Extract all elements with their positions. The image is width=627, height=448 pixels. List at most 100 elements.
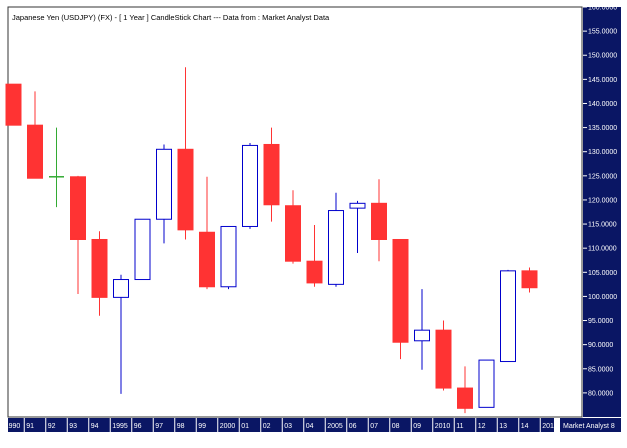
candle-08 xyxy=(392,238,409,360)
y-tick-label: 115.0000 xyxy=(588,222,617,229)
chart-title: Japanese Yen (USDJPY) (FX) - [ 1 Year ] … xyxy=(12,13,330,22)
x-tick-label: 94 xyxy=(91,423,99,430)
candle-body xyxy=(500,270,516,363)
y-tick-label: 125.0000 xyxy=(588,173,617,180)
y-tick-label: 100.0000 xyxy=(588,294,617,301)
candle-body xyxy=(113,279,129,298)
candle-body xyxy=(199,231,215,288)
y-axis-panel xyxy=(583,7,621,417)
candle-body xyxy=(27,124,43,179)
candle-body xyxy=(263,143,280,206)
candle-body xyxy=(371,202,387,240)
x-tick-label: 2010 xyxy=(435,423,451,430)
corner-label: Market Analyst 8 xyxy=(563,423,615,430)
y-tick-label: 140.0000 xyxy=(588,101,617,108)
candle-body xyxy=(521,270,538,289)
x-tick-label: 13 xyxy=(499,423,507,430)
candle-92 xyxy=(49,127,64,208)
candle-07 xyxy=(371,179,387,262)
candle-body xyxy=(435,329,452,389)
candle-14 xyxy=(521,267,538,293)
candle-98 xyxy=(177,67,194,240)
x-tick-label: 2005 xyxy=(327,423,343,430)
candle-06 xyxy=(349,200,366,253)
candle-body xyxy=(220,225,237,288)
candle-body xyxy=(177,148,194,231)
candle-2000 xyxy=(220,225,237,290)
y-tick-label: 95.0000 xyxy=(588,318,613,325)
candle-body xyxy=(478,359,495,408)
x-tick-label: 02 xyxy=(263,423,271,430)
candle-body xyxy=(414,329,430,342)
candle-96 xyxy=(134,218,151,281)
x-tick-label: 03 xyxy=(284,423,292,430)
y-tick-label: 160.0000 xyxy=(588,5,617,12)
candle-11 xyxy=(457,366,473,414)
candle-09 xyxy=(414,289,430,370)
y-tick-label: 120.0000 xyxy=(588,197,617,204)
y-tick-label: 90.0000 xyxy=(588,342,613,349)
y-tick-label: 110.0000 xyxy=(588,246,617,253)
candle-body xyxy=(349,202,366,209)
x-tick-label: 11 xyxy=(456,423,463,430)
x-tick-label: 2015 xyxy=(542,423,558,430)
x-tick-label: 14 xyxy=(521,423,529,430)
candle-body xyxy=(285,205,301,262)
x-tick-label: 97 xyxy=(155,423,163,430)
candle-body xyxy=(242,144,258,227)
corner-label-box xyxy=(560,418,621,432)
candle-13 xyxy=(500,269,516,363)
candle-body xyxy=(91,238,108,298)
candle-body xyxy=(156,148,172,220)
x-tick-label: 1995 xyxy=(112,423,128,430)
x-tick-label: 06 xyxy=(349,423,357,430)
candle-body xyxy=(457,387,473,409)
y-tick-label: 130.0000 xyxy=(588,149,617,156)
x-tick-label: 2000 xyxy=(220,423,236,430)
candle-1995 xyxy=(113,274,129,394)
x-tick-label: 12 xyxy=(478,423,486,430)
x-tick-label: 08 xyxy=(392,423,400,430)
x-tick-label: 96 xyxy=(134,423,142,430)
x-tick-label: 1990 xyxy=(5,423,21,430)
x-axis: 1990 91 92 93 94 1995 96 97 98 99 2000 01 02 03 04 2005… xyxy=(5,418,558,432)
x-tick-label: 09 xyxy=(413,423,421,430)
x-axis-panel xyxy=(8,418,554,432)
y-tick-label: 105.0000 xyxy=(588,270,617,277)
candle-body xyxy=(134,218,151,281)
candle-99 xyxy=(199,176,215,290)
candle-body xyxy=(5,83,22,126)
candle-12 xyxy=(478,359,495,408)
candle-body xyxy=(306,260,323,284)
x-tick-label: 92 xyxy=(48,423,56,430)
x-tick-label: 93 xyxy=(69,423,77,430)
candle-91 xyxy=(27,91,43,179)
candle-97 xyxy=(156,144,172,244)
x-tick-label: 04 xyxy=(306,423,314,430)
candle-94 xyxy=(91,231,108,316)
candle-1990 xyxy=(5,83,22,126)
candle-2010 xyxy=(435,320,452,391)
candle-body xyxy=(328,210,344,285)
y-axis: 80.0000 85.0000 90.0000 95.0000 100.0000 105.… xyxy=(583,5,617,397)
y-tick-label: 135.0000 xyxy=(588,125,617,132)
candle-body xyxy=(70,176,86,240)
candle-04 xyxy=(306,225,323,287)
candles xyxy=(5,67,538,414)
x-tick-label: 98 xyxy=(177,423,185,430)
y-tick-label: 80.0000 xyxy=(588,390,613,397)
candle-01 xyxy=(242,143,258,229)
x-tick-label: 91 xyxy=(26,423,34,430)
y-tick-label: 155.0000 xyxy=(588,29,617,36)
x-tick-label: 01 xyxy=(241,423,249,430)
candle-02 xyxy=(263,127,280,222)
candle-93 xyxy=(70,175,86,294)
y-tick-label: 150.0000 xyxy=(588,53,617,60)
y-tick-label: 145.0000 xyxy=(588,77,617,84)
x-tick-label: 07 xyxy=(370,423,378,430)
x-tick-label: 99 xyxy=(198,423,206,430)
candle-03 xyxy=(285,190,301,264)
y-tick-label: 85.0000 xyxy=(588,366,613,373)
candle-body xyxy=(392,238,409,343)
